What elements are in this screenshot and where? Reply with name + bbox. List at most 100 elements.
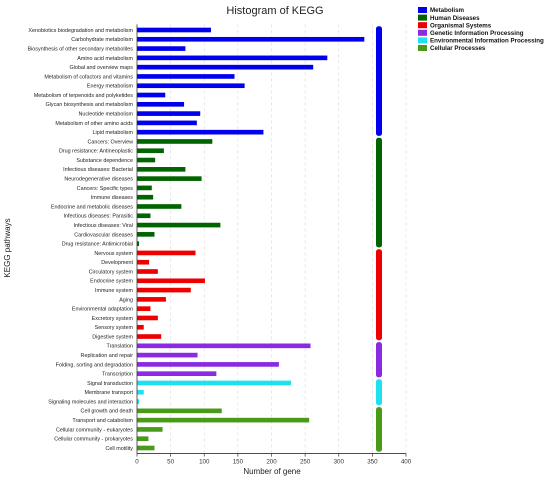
legend-swatch — [418, 7, 427, 13]
category-label: Signaling molecules and interaction — [48, 399, 133, 405]
group-strip — [376, 26, 382, 136]
category-label: Metabolism of terpenoids and polyketides — [34, 93, 133, 99]
bar — [137, 185, 152, 191]
bar — [137, 287, 191, 293]
legend-label: Environmental Information Processing — [430, 38, 544, 45]
bar — [137, 36, 365, 42]
bar — [137, 269, 158, 274]
x-tick-label: 400 — [401, 459, 412, 466]
category-label: Biosynthesis of other secondary metaboli… — [28, 46, 134, 52]
category-label: Transcription — [102, 372, 133, 378]
bar — [137, 334, 162, 339]
legend-swatch — [418, 29, 427, 36]
category-label: Folding, sorting and degradation — [56, 362, 133, 368]
legend-swatch — [418, 45, 427, 51]
category-label: Neurodegenerative diseases — [64, 177, 133, 183]
bar — [137, 408, 222, 414]
bar — [137, 352, 198, 358]
category-label: Cancers: Overview — [87, 139, 133, 145]
x-axis-title: Number of gene — [243, 467, 301, 476]
bar — [137, 241, 140, 246]
bar — [137, 92, 166, 98]
group-strips — [376, 26, 382, 452]
bar — [137, 120, 197, 126]
bar — [137, 436, 149, 442]
x-tick-label: 50 — [167, 459, 174, 466]
group-strip — [376, 137, 382, 248]
bar — [137, 129, 264, 135]
category-label: Translation — [107, 344, 133, 350]
bar — [137, 74, 235, 79]
group-strip — [376, 249, 382, 341]
group-strip — [376, 379, 382, 406]
category-label: Cellular community - prokaryotes — [54, 437, 133, 443]
legend-label: Organismal Systems — [430, 22, 492, 29]
category-label: Glycan biosynthesis and metabolism — [46, 102, 134, 108]
category-label: Amino acid metabolism — [77, 56, 133, 62]
category-label: Signal transduction — [87, 381, 133, 387]
category-label: Endocrine and metabolic diseases — [51, 204, 133, 210]
legend-swatch — [418, 14, 427, 21]
x-tick-label: 100 — [199, 459, 210, 466]
bar — [137, 157, 156, 163]
bar — [137, 380, 292, 386]
category-label: Drug resistance: Antimicrobial — [62, 242, 133, 248]
category-label: Cancers: Specific types — [77, 186, 134, 192]
bar — [137, 55, 328, 61]
category-label: Immune diseases — [91, 195, 134, 201]
category-label: Aging — [119, 297, 133, 303]
bar — [137, 213, 151, 219]
legend-label: Genetic Information Processing — [430, 30, 524, 37]
bar — [137, 46, 186, 51]
legend-label: Cellular Processes — [430, 45, 486, 52]
category-label: Metabolism of cofactors and vitamins — [44, 74, 133, 80]
x-tick-label: 200 — [266, 459, 277, 466]
category-labels: Xenobiotics biodegradation and metabolis… — [28, 28, 134, 452]
category-label: Infectious diseases: Viral — [73, 223, 133, 229]
category-label: Energy metabolism — [87, 84, 134, 90]
bar — [137, 176, 202, 181]
bar — [137, 27, 211, 33]
category-label: Transport and catabolism — [72, 418, 133, 424]
bar — [137, 417, 310, 423]
category-label: Nucleotide metabolism — [78, 112, 133, 118]
axes — [136, 24, 406, 454]
bar — [137, 427, 163, 432]
category-label: Cellular community - eukaryotes — [56, 427, 133, 433]
x-tick-labels: 0 50 100 150 200 250 300 350 400 — [135, 453, 412, 466]
bar — [137, 389, 144, 395]
y-axis-title: KEGG pathways — [3, 218, 12, 277]
bar — [137, 232, 155, 237]
bar — [137, 222, 221, 228]
bar — [137, 204, 182, 209]
bar — [137, 278, 205, 284]
category-label: Replication and repair — [81, 353, 134, 359]
bar — [137, 64, 314, 70]
bar — [137, 111, 201, 116]
x-tick-label: 0 — [135, 459, 139, 466]
bar — [137, 101, 185, 107]
bar — [137, 297, 166, 302]
category-label: Metabolism of other amino acids — [55, 121, 133, 127]
category-label: Endocrine system — [90, 279, 133, 285]
category-label: Membrane transport — [84, 390, 133, 396]
category-label: Xenobiotics biodegradation and metabolis… — [28, 28, 133, 34]
group-strip — [376, 407, 382, 452]
category-label: Cell growth and death — [81, 409, 133, 415]
x-tick-label: 250 — [300, 459, 311, 466]
category-label: Immune system — [95, 288, 134, 294]
category-label: Drug resistance: Antineoplastic — [59, 149, 133, 155]
category-label: Cell motility — [105, 446, 133, 452]
bar — [137, 83, 245, 89]
category-label: Lipid metabolism — [93, 130, 134, 136]
group-strip — [376, 342, 382, 378]
category-label: Circulatory system — [89, 269, 134, 275]
bar — [137, 167, 186, 172]
bar — [137, 371, 217, 377]
category-label: Carbohydrate metabolism — [71, 37, 133, 43]
bar — [137, 139, 213, 144]
legend-label: Human Diseases — [430, 15, 480, 22]
bar — [137, 445, 155, 451]
